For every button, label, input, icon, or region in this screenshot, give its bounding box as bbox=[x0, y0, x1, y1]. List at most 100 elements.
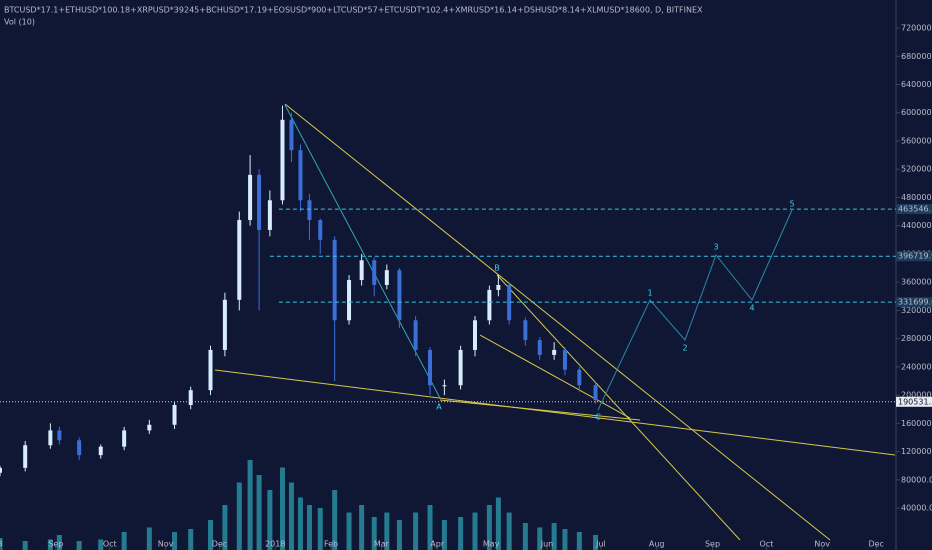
candle-body bbox=[222, 299, 227, 350]
candle-body bbox=[298, 150, 303, 201]
candle-body bbox=[347, 280, 352, 321]
candle-body bbox=[472, 320, 477, 350]
volume-bar bbox=[297, 497, 303, 550]
candle-body bbox=[397, 270, 402, 321]
trend-lines bbox=[214, 103, 896, 541]
volume-bar bbox=[256, 475, 262, 550]
x-tick-label: Nov bbox=[814, 540, 830, 549]
volume-bar bbox=[317, 508, 323, 550]
volume-bar bbox=[222, 505, 228, 550]
candle-body bbox=[188, 390, 193, 405]
chart-title: BTCUSD*17.1+ETHUSD*100.18+XRPUSD*39245+B… bbox=[4, 6, 703, 15]
candle-body bbox=[507, 284, 512, 321]
candle-body bbox=[413, 320, 418, 350]
volume-bar bbox=[247, 460, 253, 550]
y-tick-label: 160000.0 bbox=[901, 419, 932, 428]
candle-body bbox=[523, 320, 528, 341]
volume-bar bbox=[121, 532, 127, 550]
volume-bar bbox=[371, 517, 377, 550]
volume-bar bbox=[47, 539, 53, 550]
volume-bar bbox=[562, 529, 568, 550]
x-tick-label: Jun bbox=[540, 540, 554, 549]
wave-label: 3 bbox=[713, 243, 718, 252]
volume-bar bbox=[346, 512, 352, 550]
wave-label: 4 bbox=[749, 304, 754, 313]
candle-body bbox=[537, 340, 542, 355]
volume-bar bbox=[172, 532, 178, 550]
candle-body bbox=[487, 289, 492, 321]
candle-body bbox=[0, 467, 2, 473]
y-tick-label: 440000.0 bbox=[901, 221, 932, 230]
candle-body bbox=[48, 430, 53, 446]
candle-body bbox=[428, 349, 433, 386]
volume-bar bbox=[593, 535, 599, 550]
wave-path bbox=[597, 209, 793, 411]
volume-bar bbox=[506, 512, 512, 550]
candle-body bbox=[332, 239, 337, 321]
y-tick-label: 640000.0 bbox=[901, 80, 932, 89]
x-tick-label: Oct bbox=[760, 540, 774, 549]
level-label: 331699.6 bbox=[898, 298, 932, 307]
candle-body bbox=[77, 440, 82, 456]
volume-bar bbox=[279, 467, 285, 550]
trend-line bbox=[479, 334, 631, 419]
x-tick-label: 2018 bbox=[265, 540, 285, 549]
volume-bar bbox=[537, 527, 543, 550]
candle-body bbox=[496, 284, 501, 290]
x-tick-label: Oct bbox=[103, 540, 117, 549]
candle-body bbox=[552, 349, 557, 355]
wave-label: 1 bbox=[647, 289, 652, 298]
volume-bar bbox=[98, 539, 104, 550]
volume-bar bbox=[146, 527, 152, 550]
level-label-box bbox=[896, 251, 932, 262]
x-tick-label: Dec bbox=[212, 540, 227, 549]
trend-line bbox=[284, 103, 831, 541]
y-tick-label: 240000.0 bbox=[901, 362, 932, 371]
level-label: 190531.5 bbox=[898, 397, 932, 406]
x-tick-label: Aug bbox=[649, 540, 665, 549]
volume-bar bbox=[267, 490, 273, 550]
y-tick-label: 480000.0 bbox=[901, 193, 932, 202]
y-tick-label: 520000.0 bbox=[901, 165, 932, 174]
x-tick-label: Jul bbox=[595, 540, 606, 549]
x-tick-label: Sep bbox=[48, 540, 63, 549]
volume-bar bbox=[551, 523, 557, 550]
candle-body bbox=[307, 200, 312, 221]
level-label-box bbox=[896, 297, 932, 308]
candle-body bbox=[23, 445, 28, 468]
candle-body bbox=[577, 369, 582, 386]
candle-body bbox=[593, 385, 598, 401]
volume-bar bbox=[332, 490, 338, 550]
candle-body bbox=[98, 446, 103, 456]
volume-bar bbox=[522, 523, 528, 550]
x-tick-label: Nov bbox=[158, 540, 174, 549]
level-label-box bbox=[896, 396, 932, 407]
volume-bar bbox=[472, 512, 478, 550]
candle-body bbox=[147, 424, 152, 431]
volume-bar bbox=[495, 497, 501, 550]
wave-label: 2 bbox=[682, 344, 687, 353]
x-tick-label: Feb bbox=[324, 540, 338, 549]
trend-line bbox=[439, 399, 641, 421]
volume-bar bbox=[0, 538, 3, 550]
candle-body bbox=[237, 220, 242, 300]
volume-bar bbox=[576, 532, 582, 550]
trend-line bbox=[496, 274, 741, 541]
y-tick-label: 80000.0 bbox=[901, 475, 932, 484]
chart-subtitle: Vol (10) bbox=[4, 18, 35, 27]
candle-body bbox=[442, 385, 447, 387]
level-label: 396719.9 bbox=[898, 252, 932, 261]
trend-line bbox=[214, 369, 896, 456]
wave-label: B bbox=[494, 264, 500, 273]
volume-bar bbox=[486, 505, 492, 550]
candle-body bbox=[384, 270, 389, 285]
volume-bar bbox=[208, 520, 214, 550]
candle-body bbox=[267, 200, 272, 230]
x-tick-label: Dec bbox=[868, 540, 883, 549]
volume-bar bbox=[22, 541, 28, 550]
candle-body bbox=[289, 119, 294, 151]
x-tick-label: 3 bbox=[0, 540, 3, 549]
candle-body bbox=[172, 404, 177, 425]
volume-bar bbox=[396, 520, 402, 550]
